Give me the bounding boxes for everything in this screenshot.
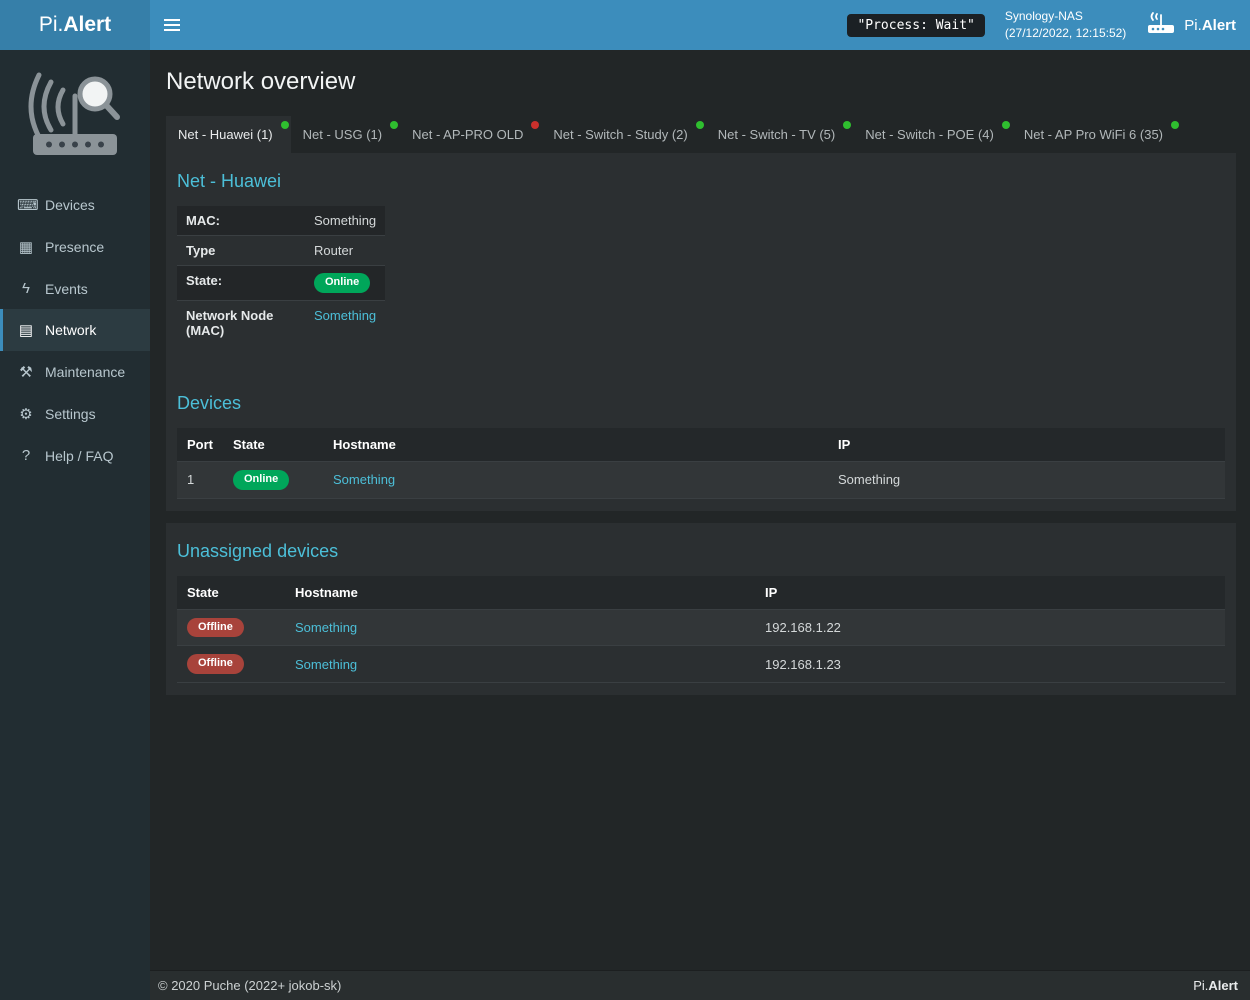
router-magnifier-icon	[28, 72, 120, 155]
nas-info: Synology-NAS (27/12/2022, 12:15:52)	[1005, 8, 1126, 43]
network-node-panel: Net - Huawei MAC: Something Type Router	[166, 153, 1236, 511]
calendar-icon: ▦	[18, 239, 34, 256]
nas-timestamp: (27/12/2022, 12:15:52)	[1004, 26, 1127, 40]
unassigned-heading: Unassigned devices	[177, 540, 339, 561]
device-row: 1 Online Something Something	[177, 461, 1225, 499]
sidebar-toggle-button[interactable]	[154, 0, 190, 50]
question-icon: ?	[21, 447, 31, 464]
tab-net-ap-pro-old[interactable]: Net - AP-PRO OLD	[400, 116, 541, 153]
sidebar-item-maintenance[interactable]: ⚒ Maintenance	[0, 351, 150, 393]
footer-brand: Pi.Alert	[1193, 978, 1238, 993]
device-ip: Something	[828, 461, 1225, 499]
tab-net-huawei[interactable]: Net - Huawei (1)	[166, 116, 291, 153]
tab-net-switch-study[interactable]: Net - Switch - Study (2)	[541, 116, 705, 153]
offline-badge: Offline	[187, 617, 244, 638]
node-heading: Net - Huawei	[177, 171, 282, 191]
top-navbar: Pi. Alert "Process: Wait" Synology-NAS (2…	[0, 0, 1250, 50]
bolt-icon: ϟ	[22, 280, 30, 297]
sidebar-item-help[interactable]: ? Help / FAQ	[0, 435, 150, 476]
footer: © 2020 Puche (2022+ jokob-sk) Pi.Alert	[150, 970, 1250, 1000]
tab-status-dot	[531, 121, 540, 129]
sidebar-item-presence[interactable]: ▦ Presence	[18, 239, 105, 256]
online-badge: Online	[314, 273, 371, 293]
device-ip: 192.168.1.23	[755, 645, 1225, 683]
device-port: 1	[177, 461, 223, 499]
tab-status-dot	[1171, 121, 1180, 129]
unassigned-row: Offline Something 192.168.1.22	[177, 609, 1225, 647]
tab-net-ap-pro-wifi6[interactable]: Net - AP Pro WiFi 6 (35)	[1012, 116, 1181, 153]
page-title: Network overview	[166, 68, 356, 95]
process-status-badge: "Process: Wait"	[847, 13, 985, 37]
content-area: Network overview Net - Huawei (1) Net - …	[150, 50, 1250, 970]
tab-status-dot	[280, 121, 289, 129]
devices-table: Port State Hostname IP 1 Online Somethin…	[177, 427, 1225, 499]
unassigned-table-header: State Hostname IP	[177, 575, 1225, 610]
info-row-network-node: Network Node (MAC) Something	[177, 299, 386, 345]
unassigned-devices-panel: Unassigned devices State Hostname IP Off…	[166, 522, 1236, 695]
tab-status-dot	[843, 121, 852, 129]
node-info-table: MAC: Something Type Router State: Online	[177, 206, 386, 345]
info-row-state: State: Online	[177, 265, 386, 301]
sidebar-menu: ⌨ Devices ▦ Presence ϟ Events ▤ Network …	[0, 184, 150, 476]
offline-badge: Offline	[187, 654, 244, 674]
wrench-icon: ⚒	[19, 364, 33, 381]
hamburger-icon	[164, 19, 180, 21]
unassigned-table: State Hostname IP Offline Something 192.…	[177, 575, 1225, 684]
navbar-right: "Process: Wait" Synology-NAS (27/12/2022…	[847, 8, 1236, 43]
device-hostname-link[interactable]: Something	[295, 619, 358, 635]
sidebar-item-devices[interactable]: ⌨ Devices	[17, 197, 95, 214]
footer-copyright: © 2020 Puche (2022+ jokob-sk)	[158, 978, 342, 993]
nas-name: Synology-NAS	[1004, 8, 1083, 23]
network-icon: ▤	[18, 322, 34, 339]
device-ip: 192.168.1.22	[755, 609, 1225, 647]
device-hostname-link[interactable]: Something	[333, 472, 396, 488]
network-node-link[interactable]: Something	[314, 307, 377, 323]
tab-net-usg[interactable]: Net - USG (1)	[291, 116, 400, 153]
router-icon	[1146, 11, 1176, 39]
tab-status-dot	[695, 121, 704, 129]
device-hostname-link[interactable]: Something	[295, 656, 358, 672]
sidebar-item-network[interactable]: ▤ Network	[0, 309, 150, 351]
tab-net-switch-poe[interactable]: Net - Switch - POE (4)	[853, 116, 1012, 153]
devices-table-header: Port State Hostname IP	[177, 427, 1225, 462]
tab-status-dot	[390, 121, 399, 129]
sidebar-item-settings[interactable]: ⚙ Settings	[0, 393, 150, 435]
sidebar: ⌨ Devices ▦ Presence ϟ Events ▤ Network …	[0, 50, 150, 1000]
devices-heading: Devices	[177, 392, 242, 413]
navbar-main: "Process: Wait" Synology-NAS (27/12/2022…	[150, 0, 1250, 50]
unassigned-row: Offline Something 192.168.1.23	[177, 645, 1225, 683]
app-logo[interactable]: Pi. Alert	[0, 0, 150, 50]
devices-icon: ⌨	[17, 197, 39, 214]
info-row-mac: MAC: Something	[177, 206, 386, 236]
sidebar-item-events[interactable]: ϟ Events	[0, 268, 150, 309]
gear-icon: ⚙	[19, 406, 33, 423]
info-row-type: Type Router	[177, 235, 386, 266]
tab-status-dot	[1001, 121, 1010, 129]
app-logo-text: Pi.	[38, 13, 64, 36]
header-app-brand: Pi.Alert	[1146, 11, 1236, 39]
online-badge: Online	[233, 469, 290, 490]
sidebar-logo-graphic	[0, 50, 150, 184]
network-tabs: Net - Huawei (1) Net - USG (1) Net - AP-…	[166, 116, 1236, 153]
tab-net-switch-tv[interactable]: Net - Switch - TV (5)	[706, 116, 854, 153]
